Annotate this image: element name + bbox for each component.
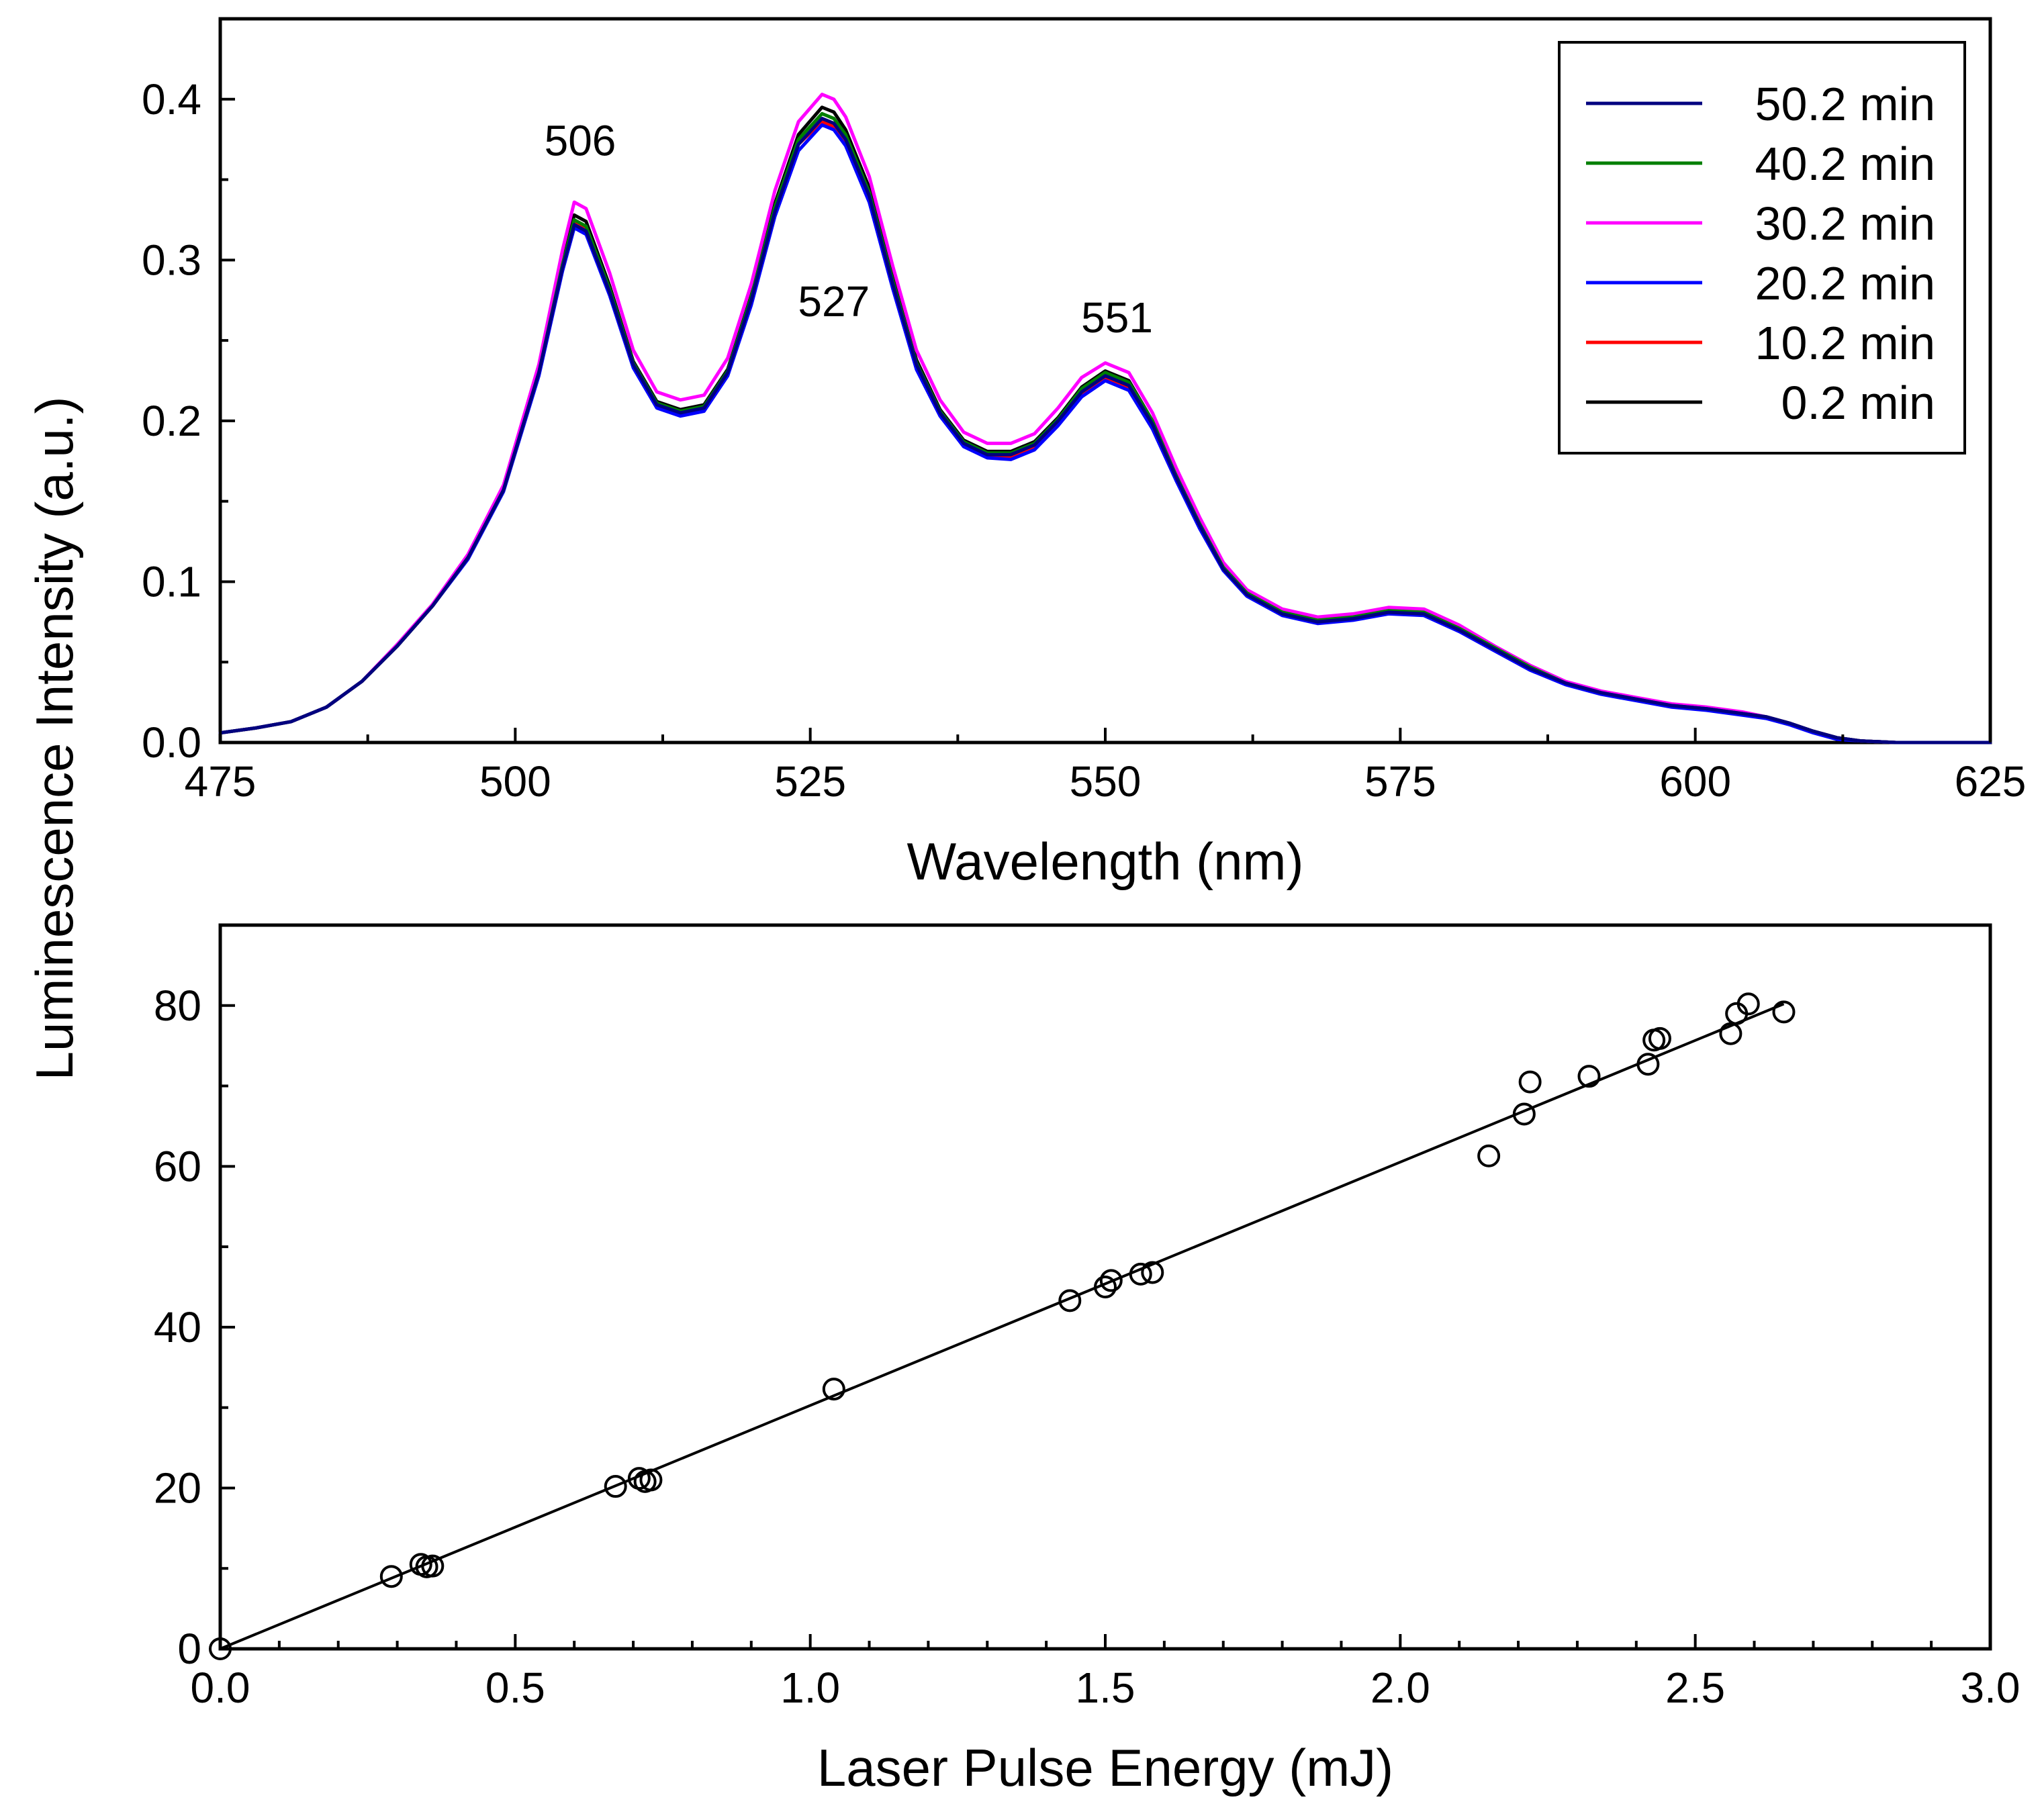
scatter-point-19 [1636,1053,1660,1076]
legend-label-0: 50.2 min [1755,78,1935,130]
scatter-point-10 [1058,1289,1082,1312]
y-tick-label: 40 [154,1303,201,1351]
x-tick-label: 0.0 [191,1664,250,1712]
peak-label-551: 551 [1081,293,1153,342]
x-tick-label: 625 [1955,757,2027,806]
peak-label-527: 527 [798,277,870,326]
x-tick-label: 0.5 [485,1664,545,1712]
scatter-point-24 [1736,992,1760,1016]
energy-panel: 0.0 0.5 1.0 1.5 2.0 2.5 3.0 0 20 40 60 80 Laser Pu… [154,923,2020,1797]
fit-line-group [220,1002,1785,1650]
y-tick-label: 0.1 [142,557,201,606]
energy-x-ticks: 0.0 0.5 1.0 1.5 2.0 2.5 3.0 [191,1634,2020,1712]
y-tick-label: 0.2 [142,397,201,445]
peak-label-506: 506 [545,117,616,165]
y-tick-label: 0 [177,1625,201,1673]
y-tick-label: 20 [154,1464,201,1512]
x-tick-label: 600 [1659,757,1731,806]
series-line-0 [218,117,1992,745]
x-tick-label: 2.5 [1665,1664,1725,1712]
scatter-point-21 [1648,1026,1671,1050]
scatter-point-1 [379,1565,403,1588]
y-tick-label: 0.4 [142,75,201,124]
spectrum-x-ticks: 475 500 525 550 575 600 625 [185,728,2027,806]
scatter-point-9 [822,1378,845,1401]
scatter-point-12 [1099,1269,1123,1292]
scatter-point-16 [1512,1102,1536,1126]
spectrum-series-group [218,93,1992,745]
x-tick-label: 575 [1364,757,1436,806]
y-tick-label: 60 [154,1142,201,1190]
spectrum-panel: 475 500 525 550 575 600 625 0.0 0.1 0.2 0.3 0.4 50… [142,17,2027,891]
x-tick-label: 550 [1070,757,1142,806]
x-tick-label: 2.0 [1371,1664,1430,1712]
legend-label-3: 20.2 min [1755,257,1935,309]
fit-line [220,1002,1785,1650]
x-tick-label: 475 [185,757,257,806]
x-tick-label: 1.5 [1076,1664,1135,1712]
shared-y-axis-title: Luminescence Intensity (a.u.) [25,397,84,1081]
spectrum-y-ticks: 0.0 0.1 0.2 0.3 0.4 [142,17,235,767]
scatter-point-14 [1141,1261,1164,1284]
scatter-point-4 [421,1554,445,1578]
spectrum-x-axis-title: Wavelength (nm) [907,832,1304,891]
scatter-point-17 [1518,1070,1542,1094]
x-tick-label: 1.0 [780,1664,840,1712]
scatter-point-8 [639,1468,663,1492]
legend-label-2: 30.2 min [1755,197,1935,250]
energy-y-ticks: 0 20 40 60 80 [154,924,235,1673]
peak-annotations: 506 527 551 [545,117,1153,342]
energy-x-axis-title: Laser Pulse Energy (mJ) [817,1738,1393,1797]
y-tick-label: 0.0 [142,718,201,767]
legend-label-1: 40.2 min [1755,138,1935,190]
y-tick-label: 0.3 [142,236,201,284]
y-tick-label: 80 [154,982,201,1030]
scatter-point-25 [1772,1000,1796,1024]
legend-label-4: 10.2 min [1755,317,1935,369]
legend-box [1558,41,1966,454]
scatter-point-18 [1577,1065,1601,1088]
x-tick-label: 3.0 [1961,1664,2020,1712]
legend-label-5: 0.2 min [1781,377,1935,429]
scatter-point-13 [1129,1262,1152,1286]
scatter-point-15 [1477,1144,1501,1167]
x-tick-label: 500 [479,757,551,806]
scatter-point-11 [1094,1276,1117,1298]
scatter-point-22 [1719,1022,1743,1045]
scatter-point-5 [604,1475,627,1498]
x-tick-label: 525 [774,757,846,806]
legend: 50.2 min 40.2 min 30.2 min 20.2 min 10.2 min… [1558,41,1966,454]
legend-items: 50.2 min 40.2 min 30.2 min 20.2 min 10.2 min… [1586,78,1935,429]
